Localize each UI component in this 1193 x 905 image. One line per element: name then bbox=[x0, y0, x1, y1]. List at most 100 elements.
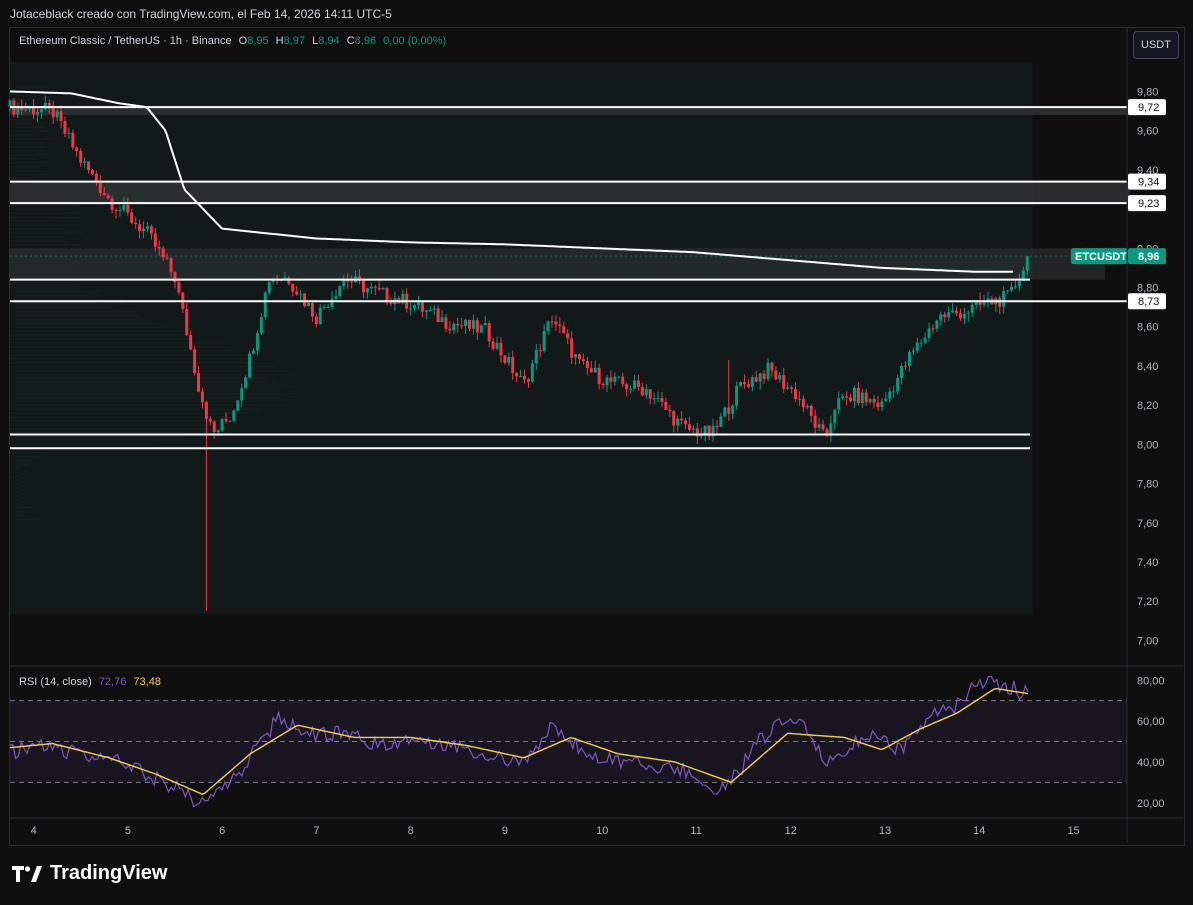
candle-body bbox=[385, 287, 389, 302]
candle-body bbox=[299, 293, 303, 295]
level-tag-label: 9,72 bbox=[1138, 102, 1159, 114]
candle-body bbox=[428, 309, 432, 311]
rsi-line bbox=[10, 675, 1029, 808]
attribution: Jotaceblack creado con TradingView.com, … bbox=[10, 7, 392, 21]
candle-body bbox=[845, 396, 849, 398]
zone-top bbox=[10, 107, 1130, 115]
candle-body bbox=[358, 276, 362, 280]
candle-body bbox=[955, 310, 959, 314]
candle-body bbox=[67, 132, 71, 134]
candle-body bbox=[617, 376, 621, 378]
low-label: L bbox=[312, 35, 319, 47]
candle-body bbox=[169, 258, 173, 273]
candle-body bbox=[456, 323, 460, 326]
low-value: 8,94 bbox=[318, 35, 340, 47]
candle-body bbox=[79, 150, 83, 163]
candle-body bbox=[503, 355, 507, 363]
candle-body bbox=[711, 425, 715, 437]
candle-body bbox=[680, 418, 684, 421]
candle-body bbox=[32, 106, 36, 115]
candle-body bbox=[173, 272, 177, 283]
high-value: 8,97 bbox=[283, 35, 306, 47]
price-tick-label: 8,00 bbox=[1137, 439, 1158, 451]
candle-body bbox=[106, 195, 110, 199]
candle-body bbox=[416, 301, 420, 306]
level-tag-label: 9,23 bbox=[1138, 198, 1159, 210]
candle-body bbox=[479, 325, 483, 333]
rsi-legend[interactable]: RSI (14, close) 72,76 73,48 bbox=[19, 676, 161, 688]
open-label: O bbox=[238, 35, 248, 47]
candle-body bbox=[252, 350, 256, 354]
tradingview-logo[interactable]: TradingView bbox=[12, 862, 167, 885]
candle-body bbox=[220, 418, 224, 431]
price-tick-label: 7,80 bbox=[1137, 479, 1158, 491]
candle-body bbox=[794, 389, 798, 400]
candle-body bbox=[676, 418, 680, 426]
candle-body bbox=[856, 387, 860, 403]
candle-body bbox=[585, 360, 589, 369]
candle-body bbox=[310, 302, 314, 317]
candle-body bbox=[499, 342, 503, 356]
candle-body bbox=[723, 407, 727, 417]
candle-body bbox=[259, 316, 263, 334]
candle-body bbox=[413, 305, 417, 309]
candle-body bbox=[644, 389, 648, 396]
range-zone bbox=[10, 62, 1130, 614]
candle-body bbox=[126, 204, 130, 213]
candle-body bbox=[715, 425, 719, 427]
price-tick-label: 7,00 bbox=[1137, 635, 1158, 647]
candle-body bbox=[448, 328, 452, 331]
candle-body bbox=[436, 308, 440, 323]
candle-body bbox=[982, 302, 986, 305]
vwap-line bbox=[9, 90, 1013, 273]
candle-body bbox=[542, 331, 546, 352]
candle-body bbox=[786, 387, 790, 389]
time-axis: 4 5 6 7 8 9 10 11 12 13 14 15 bbox=[10, 28, 1183, 843]
time-tick-label: 9 bbox=[502, 825, 508, 837]
candle-body bbox=[369, 286, 373, 289]
time-tick-label: 6 bbox=[219, 825, 225, 837]
rsi-tick-label: 80,00 bbox=[1137, 675, 1165, 687]
candle-body bbox=[974, 300, 978, 305]
candle-body bbox=[613, 376, 617, 382]
candle-body bbox=[589, 368, 593, 373]
candle-body bbox=[314, 316, 318, 325]
candle-body bbox=[947, 312, 951, 318]
currency-button[interactable]: USDT bbox=[1133, 31, 1179, 59]
price-tick-label: 7,20 bbox=[1137, 596, 1158, 608]
candle-body bbox=[958, 313, 962, 319]
high-label: H bbox=[275, 35, 284, 47]
symbol-legend[interactable]: Ethereum Classic / TetherUS · 1h · Binan… bbox=[19, 35, 446, 47]
symbol-tag-label: ETCUSDT bbox=[1075, 251, 1127, 263]
candle-body bbox=[177, 282, 181, 293]
candle-body bbox=[915, 342, 919, 351]
candle-body bbox=[228, 420, 232, 422]
candle-body bbox=[318, 307, 322, 325]
candle-body bbox=[1021, 270, 1025, 281]
candle-body bbox=[471, 320, 475, 329]
candle-body bbox=[935, 320, 939, 329]
candle-body bbox=[303, 293, 307, 306]
candle-body bbox=[83, 161, 87, 163]
candle-body bbox=[491, 341, 495, 349]
price-tick-label: 8,40 bbox=[1137, 361, 1158, 373]
candle-body bbox=[813, 415, 817, 428]
candle-body bbox=[389, 301, 393, 305]
price-tick-label: 9,60 bbox=[1137, 126, 1158, 138]
candle-body bbox=[8, 100, 12, 108]
level-tag-label: 8,73 bbox=[1138, 296, 1159, 308]
candle-body bbox=[735, 385, 739, 406]
candle-body bbox=[161, 248, 165, 258]
price-tick-label: 7,40 bbox=[1137, 557, 1158, 569]
rsi-ma-line bbox=[9, 687, 1029, 795]
candle-body bbox=[629, 388, 633, 390]
candle-body bbox=[809, 405, 813, 416]
candle-body bbox=[754, 377, 758, 382]
candle-body bbox=[98, 183, 102, 193]
candle-body bbox=[966, 312, 970, 314]
candle-body bbox=[87, 161, 91, 171]
candle-body bbox=[739, 382, 743, 386]
candle-body bbox=[338, 286, 342, 297]
symbol-tag bbox=[1071, 248, 1127, 265]
